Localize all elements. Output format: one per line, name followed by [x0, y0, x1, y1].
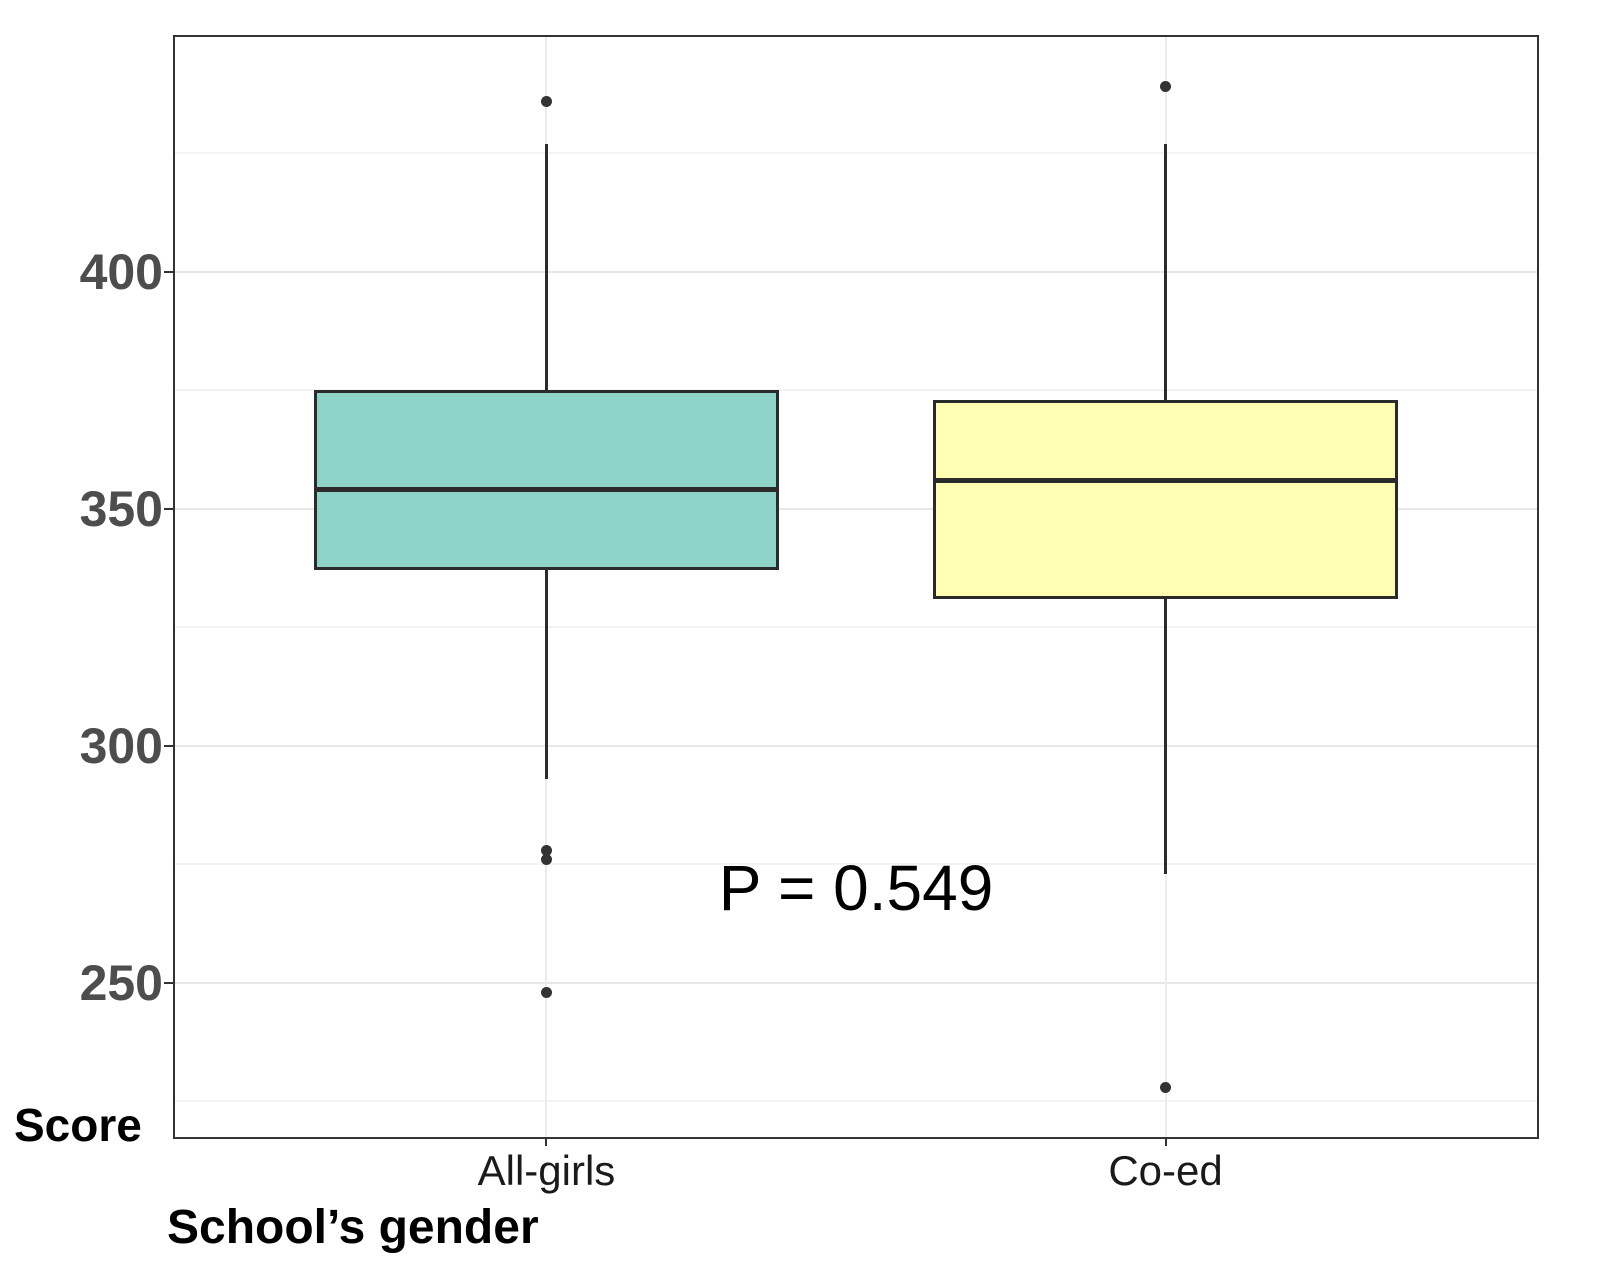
median-line-co-ed	[936, 477, 1395, 483]
gridline-minor	[175, 389, 1537, 392]
outlier-dot-co-ed	[1160, 1081, 1172, 1093]
y-tick-mark	[164, 270, 173, 273]
gridline-major	[175, 507, 1537, 510]
y-tick-mark	[164, 981, 173, 984]
x-tick-label: All-girls	[477, 1147, 616, 1194]
x-tick-mark	[545, 1137, 548, 1146]
median-line-all-girls	[317, 487, 776, 493]
box-all-girls	[314, 390, 779, 571]
y-tick-label: 300	[79, 717, 163, 774]
p-value-annotation: P = 0.549	[718, 852, 994, 925]
x-axis-title: School’s gender	[167, 1201, 539, 1254]
outlier-dot-all-girls	[540, 854, 552, 866]
gridline-minor	[175, 626, 1537, 629]
outlier-dot-all-girls	[540, 986, 552, 998]
gridline-minor	[175, 863, 1537, 866]
gridline-major	[175, 981, 1537, 984]
gridline-major	[175, 270, 1537, 273]
y-axis-title: Score	[14, 1099, 142, 1151]
x-tick-label: Co-ed	[1108, 1147, 1223, 1194]
outlier-dot-all-girls	[540, 844, 552, 856]
x-tick-mark	[1164, 1137, 1167, 1146]
y-tick-label: 350	[79, 480, 163, 537]
outlier-dot-co-ed	[1160, 81, 1172, 93]
gridline-minor	[175, 152, 1537, 155]
gridline-minor	[175, 1100, 1537, 1103]
outlier-dot-all-girls	[540, 95, 552, 107]
plot-panel	[173, 35, 1539, 1139]
box-co-ed	[933, 399, 1398, 599]
gridline-major	[175, 744, 1537, 747]
y-tick-mark	[164, 744, 173, 747]
y-tick-label: 400	[79, 243, 163, 300]
y-tick-mark	[164, 507, 173, 510]
y-tick-label: 250	[79, 954, 163, 1011]
